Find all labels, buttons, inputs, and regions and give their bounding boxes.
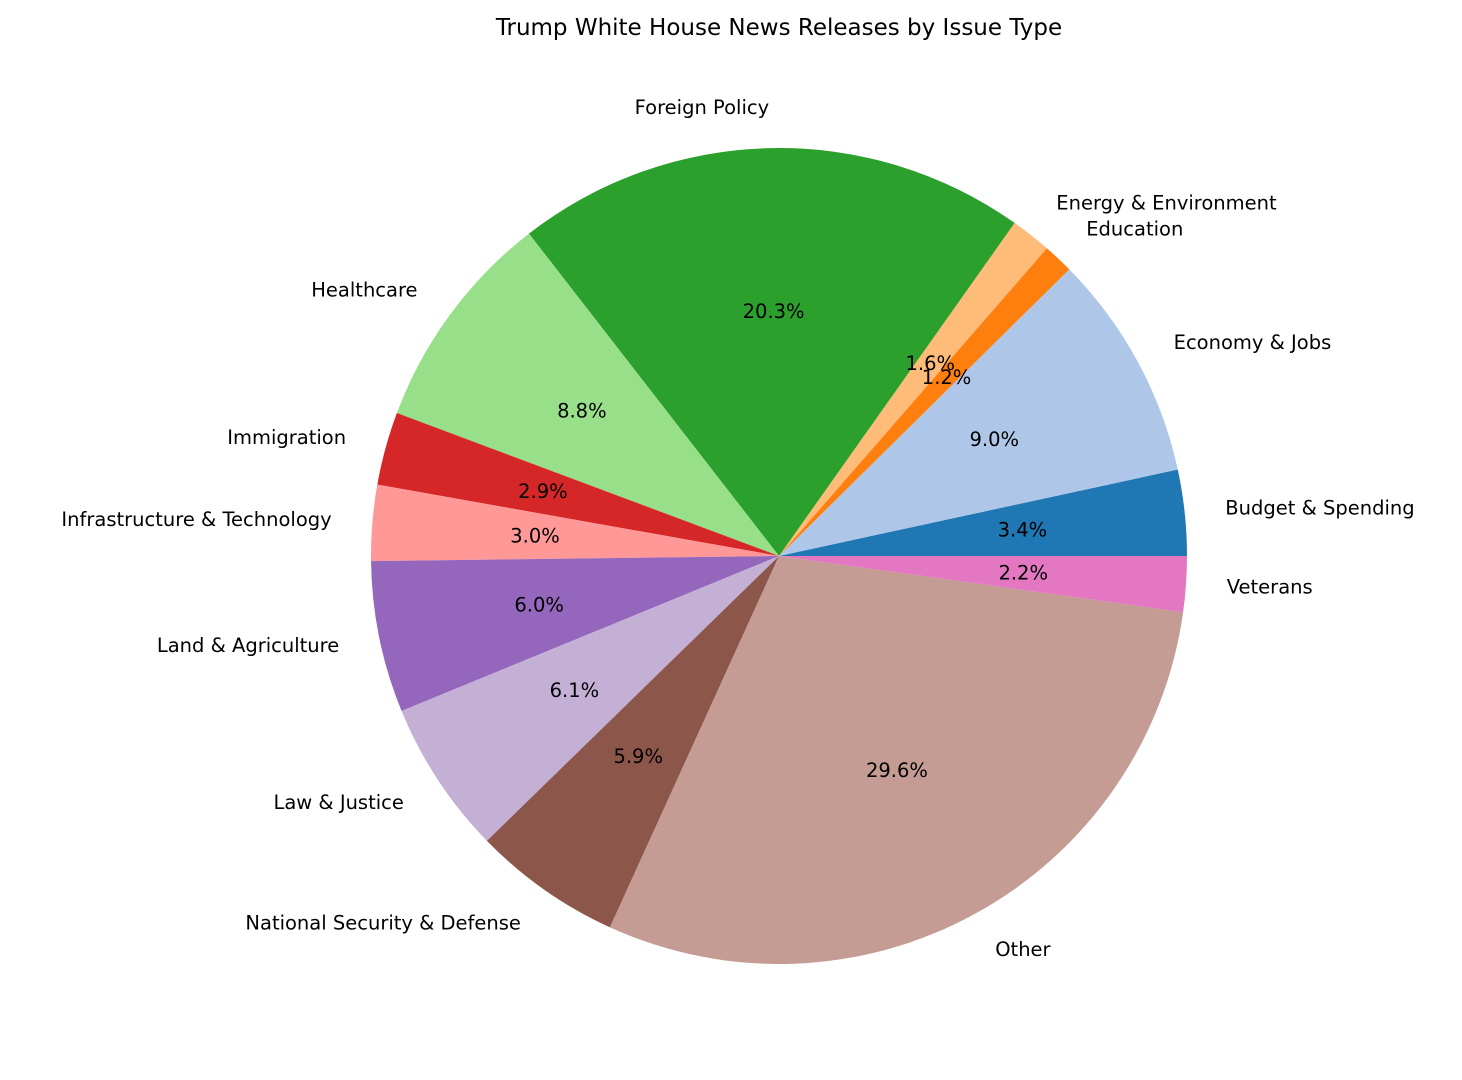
slice-label-budget-and-spending: Budget & Spending [1225,497,1414,520]
slice-percent-infrastructure-and-technology: 3.0% [510,525,560,548]
slice-percent-other: 29.6% [866,759,928,782]
slice-label-law-and-justice: Law & Justice [273,791,403,814]
pie-slice-education [779,248,1070,556]
slice-label-other: Other [995,938,1051,961]
chart-title: Trump White House News Releases by Issue… [495,15,1062,41]
pie-slice-immigration [377,412,779,556]
slice-percent-education: 1.2% [922,366,972,389]
slice-label-land-and-agriculture: Land & Agriculture [157,634,339,657]
slice-percent-economy-and-jobs: 9.0% [969,428,1019,451]
pie-labels: Budget & Spending 3.4% Economy & Jobs 9.0% E… [61,96,1414,961]
slice-percent-energy-and-environment: 1.6% [905,352,955,375]
slice-label-veterans: Veterans [1227,575,1313,598]
slice-label-infrastructure-and-technology: Infrastructure & Technology [61,508,331,531]
pie-slice-energy-and-environment [779,222,1047,556]
slice-label-education: Education [1086,217,1183,240]
slice-label-energy-and-environment: Energy & Environment [1056,192,1277,215]
pie-slice-healthcare [396,233,779,556]
pie-slice-veterans [779,556,1188,613]
pie-slice-other [609,556,1184,965]
slice-label-healthcare: Healthcare [311,278,417,301]
pie-slice-law-and-justice [401,556,779,841]
pie-slice-land-and-agriculture [371,556,779,711]
slice-label-national-security-and-defense: National Security & Defense [245,912,521,935]
slice-percent-land-and-agriculture: 6.0% [514,593,564,616]
slice-percent-law-and-justice: 6.1% [550,679,600,702]
pie-slice-foreign-policy [528,147,1015,556]
pie-slice-national-security-and-defense [486,556,779,928]
slice-percent-healthcare: 8.8% [557,399,607,422]
pie-slice-economy-and-jobs [779,269,1178,556]
slice-percent-national-security-and-defense: 5.9% [613,745,663,768]
slice-percent-foreign-policy: 20.3% [743,300,805,323]
slice-percent-immigration: 2.9% [518,480,568,503]
slice-label-immigration: Immigration [227,426,346,449]
pie-slices [371,147,1188,965]
slice-percent-veterans: 2.2% [998,561,1048,584]
slice-label-foreign-policy: Foreign Policy [635,96,769,119]
slice-label-economy-and-jobs: Economy & Jobs [1174,331,1332,354]
pie-slice-infrastructure-and-technology [371,484,779,562]
pie-slice-budget-and-spending [779,469,1188,556]
slice-percent-budget-and-spending: 3.4% [998,518,1048,541]
